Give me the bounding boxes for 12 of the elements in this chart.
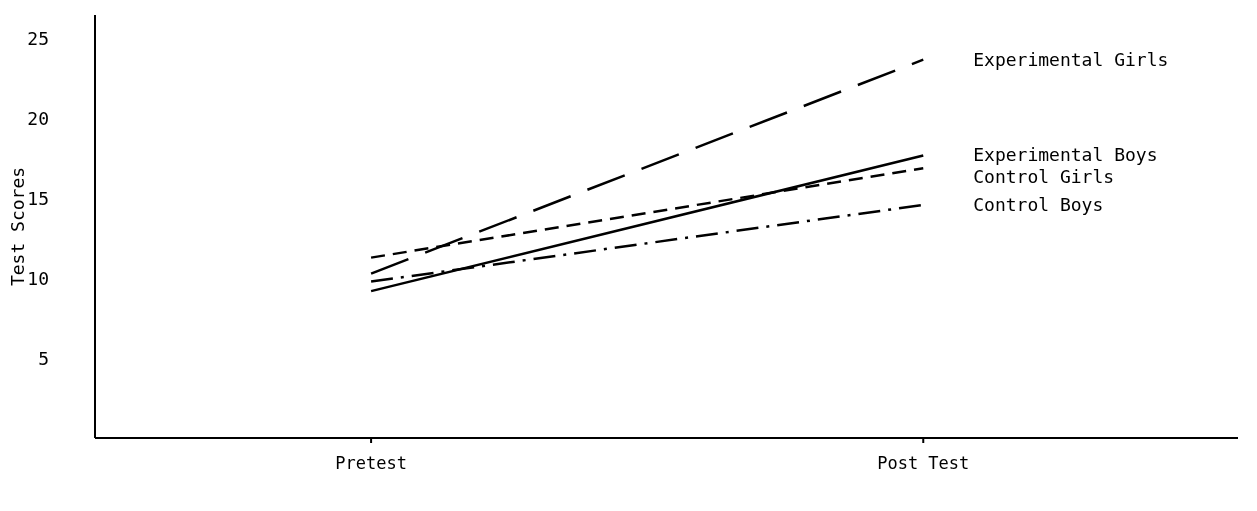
y-tick-label: 5 xyxy=(38,347,49,369)
y-tick-label: 20 xyxy=(27,108,49,130)
text: Experimental Girls xyxy=(973,48,1169,70)
y-tick-label: 25 xyxy=(27,28,49,50)
y-tick-label: 10 xyxy=(27,267,49,289)
x-tick-label: Pretest xyxy=(335,453,407,474)
y-tick-label: 15 xyxy=(27,187,49,209)
text: Control Boys xyxy=(973,193,1104,215)
y-axis-title: Test Scores xyxy=(7,166,29,287)
text: Control Girls xyxy=(973,166,1115,188)
text: Experimental Boys xyxy=(973,144,1158,166)
x-tick-label: Post Test xyxy=(877,453,970,474)
